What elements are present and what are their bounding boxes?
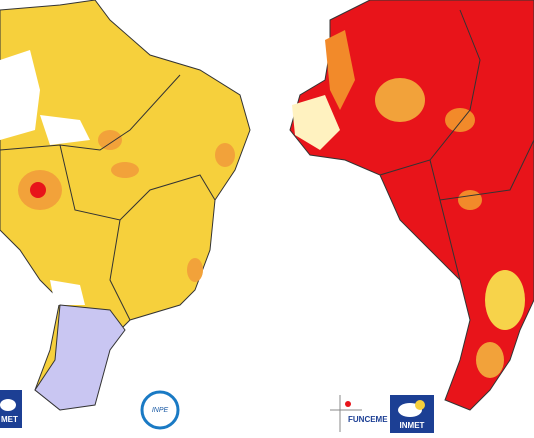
- logo-label: FUNCEME: [348, 415, 388, 424]
- state-border: [0, 74, 181, 151]
- state-border: [59, 144, 216, 221]
- warm-area: [111, 162, 139, 178]
- warm-area: [445, 108, 475, 132]
- state-border: [379, 9, 481, 176]
- state-border: [439, 199, 461, 281]
- cool-area: [34, 304, 126, 411]
- logo-sun: [415, 400, 425, 410]
- warm-area: [215, 143, 235, 167]
- logo-ring: [140, 390, 180, 430]
- logo-cloud: [0, 399, 16, 411]
- white-area: [0, 50, 40, 140]
- state-border: [429, 139, 534, 201]
- white-area: [40, 115, 90, 145]
- warm-area: [375, 78, 425, 122]
- white-area: [292, 95, 340, 150]
- right-map: [289, 0, 534, 411]
- state-border: [109, 219, 131, 321]
- warm-area: [187, 258, 203, 282]
- warm-area: [325, 30, 355, 110]
- warm-area: [476, 342, 504, 378]
- left-map: [0, 0, 251, 411]
- warm-area: [458, 190, 482, 210]
- warm-area: [485, 270, 525, 330]
- logo-label: INPE: [152, 407, 169, 414]
- logo-label: MET: [1, 415, 18, 424]
- hot-area: [30, 182, 46, 198]
- logo-dot: [345, 401, 351, 407]
- warm-area: [98, 130, 122, 150]
- white-area: [50, 280, 85, 305]
- logo-label: INMET: [400, 421, 425, 430]
